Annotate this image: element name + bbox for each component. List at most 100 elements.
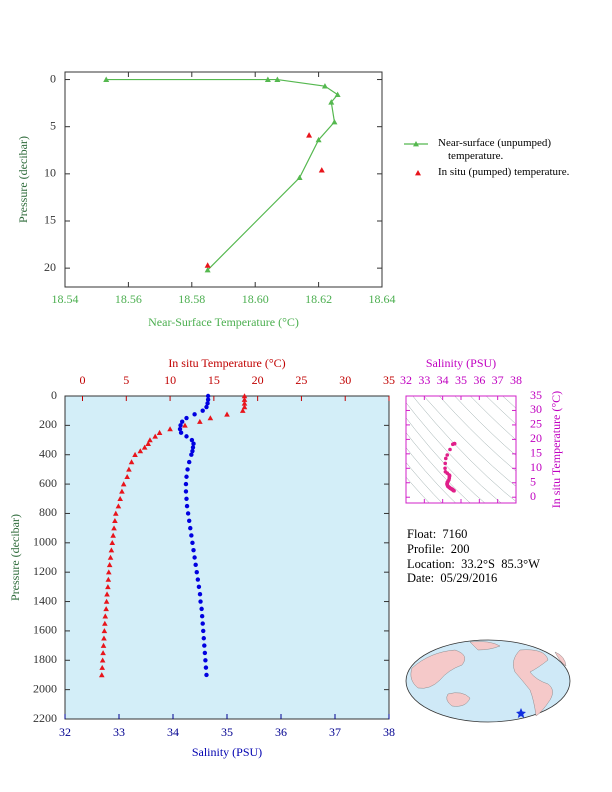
marker	[199, 606, 204, 612]
marker	[188, 525, 193, 531]
y-tick-label: 2200	[33, 711, 57, 725]
x-tick-label: 34	[167, 725, 179, 739]
info-line: Date: 05/29/2016	[407, 571, 497, 585]
marker	[105, 584, 111, 590]
marker	[197, 418, 203, 424]
marker	[202, 643, 207, 648]
x-tick-label: 18.58	[178, 292, 205, 306]
marker	[197, 592, 203, 597]
legend-marker	[413, 141, 419, 147]
marker	[185, 467, 190, 472]
marker	[204, 267, 211, 273]
marker	[108, 547, 115, 553]
marker	[184, 434, 189, 439]
marker	[205, 393, 211, 399]
x-tick-label: 38	[510, 373, 522, 387]
info-line: Float: 7160	[407, 527, 467, 541]
x2-tick-label: 5	[123, 373, 129, 387]
marker	[100, 650, 106, 656]
x2-axis-label: In situ Temperature (°C)	[168, 356, 285, 370]
marker	[191, 441, 196, 446]
x-tick-label: 36	[473, 373, 485, 387]
marker	[178, 423, 183, 428]
y-tick-label: 35	[530, 388, 542, 402]
info-line: Profile: 200	[407, 542, 470, 556]
y-tick-label: 5	[50, 118, 56, 132]
marker	[128, 459, 135, 465]
marker	[191, 547, 196, 553]
marker	[102, 613, 109, 619]
marker	[187, 518, 192, 523]
marker	[105, 576, 112, 582]
marker	[111, 525, 117, 531]
y-tick-label: 0	[51, 388, 57, 402]
marker	[107, 554, 114, 560]
marker	[196, 584, 202, 590]
y-tick-label: 0	[50, 71, 56, 85]
marker	[102, 620, 108, 626]
marker	[101, 635, 107, 641]
ts-point	[443, 456, 448, 461]
marker	[205, 401, 210, 406]
ts-point	[443, 461, 448, 466]
x2-tick-label: 15	[208, 373, 220, 387]
marker	[204, 262, 211, 268]
marker	[241, 396, 248, 402]
y-tick-label: 10	[530, 460, 542, 474]
marker	[204, 404, 209, 410]
y-axis-label: In situ Temperature (°C)	[549, 391, 563, 508]
x-tick-label: 32	[59, 725, 71, 739]
x2-tick-label: 30	[339, 373, 351, 387]
y-tick-label: 1200	[33, 564, 57, 578]
marker	[204, 672, 209, 678]
marker	[190, 448, 195, 454]
marker	[207, 415, 214, 421]
y-tick-label: 800	[39, 505, 57, 519]
x-tick-label: 35	[455, 373, 467, 387]
x-tick-label: 37	[329, 725, 341, 739]
marker	[185, 511, 191, 516]
marker	[145, 440, 151, 446]
x2-tick-label: 20	[252, 373, 264, 387]
marker	[167, 426, 173, 432]
x2-tick-label: 0	[80, 373, 86, 387]
marker	[241, 400, 248, 406]
world-map	[405, 639, 571, 723]
marker	[202, 650, 208, 656]
marker	[241, 393, 248, 399]
marker	[179, 419, 185, 424]
marker	[321, 83, 328, 89]
info-line: Location: 33.2°S 85.3°W	[407, 557, 540, 571]
marker	[99, 657, 106, 663]
ts-point	[450, 442, 455, 447]
x-tick-label: 33	[113, 725, 125, 739]
legend-entry: Near-surface (unpumped) temperature.	[438, 137, 552, 162]
marker	[189, 533, 194, 538]
marker	[112, 510, 119, 516]
y-tick-label: 25	[530, 417, 542, 431]
marker	[200, 408, 205, 413]
x-tick-label: 37	[492, 373, 504, 387]
marker	[112, 517, 118, 524]
x2-tick-label: 10	[164, 373, 176, 387]
y-tick-label: 2000	[33, 681, 57, 695]
marker	[306, 132, 313, 138]
x-tick-label: 33	[418, 373, 430, 387]
plot-frame	[64, 71, 383, 288]
y-tick-label: 5	[530, 475, 536, 489]
marker	[110, 532, 116, 538]
ts-point	[448, 447, 452, 452]
x-tick-label: 32	[400, 373, 412, 387]
series-line	[106, 78, 339, 271]
marker	[103, 606, 109, 612]
density-contours	[406, 396, 516, 503]
marker	[198, 599, 203, 604]
y-tick-label: 10	[44, 166, 56, 180]
marker	[203, 658, 208, 663]
marker	[177, 426, 183, 432]
x-axis-label: Salinity (PSU)	[426, 356, 496, 370]
marker	[183, 481, 189, 487]
x2-tick-label: 25	[295, 373, 307, 387]
marker	[190, 445, 196, 450]
